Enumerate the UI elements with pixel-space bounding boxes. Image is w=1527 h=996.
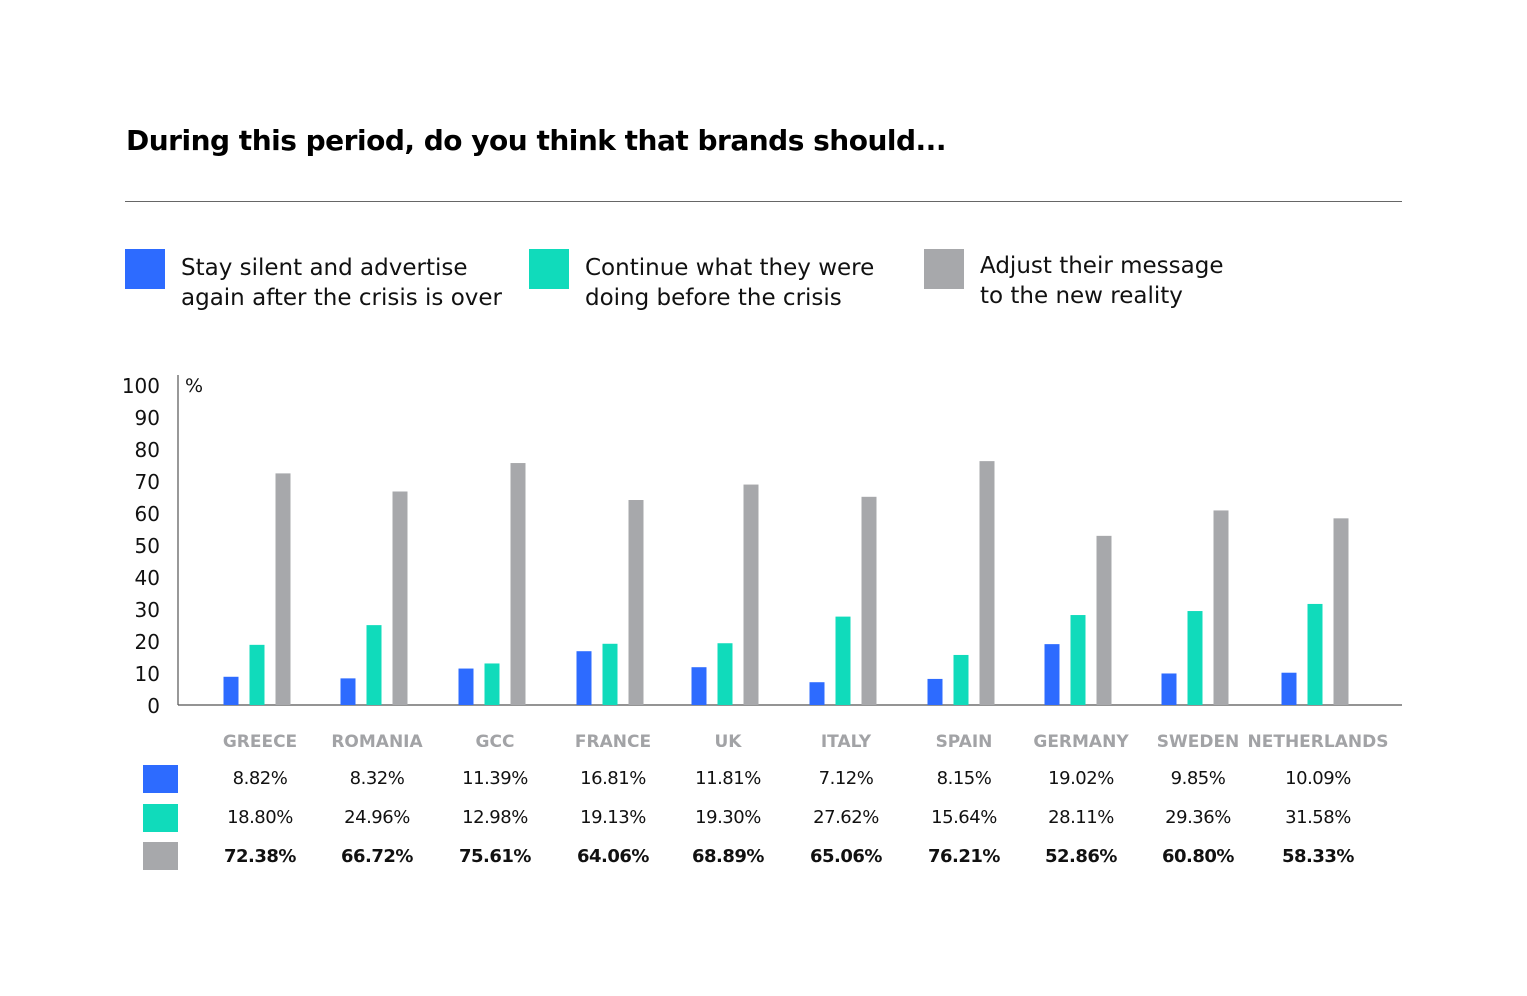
- y-tick-label: 80: [135, 438, 160, 462]
- bar-gcc-series-3: [510, 463, 526, 705]
- data-label-romania-series-3: 66.72%: [341, 846, 413, 867]
- category-label-italy: ITALY: [821, 732, 872, 752]
- data-label-sweden-series-1: 9.85%: [1171, 768, 1226, 789]
- data-label-spain-series-3: 76.21%: [928, 846, 1000, 867]
- data-label-france-series-3: 64.06%: [577, 846, 649, 867]
- category-label-sweden: SWEDEN: [1157, 732, 1240, 752]
- data-label-germany-series-3: 52.86%: [1045, 846, 1117, 867]
- y-tick-label: 10: [135, 662, 160, 686]
- bar-romania-series-3: [392, 491, 408, 705]
- y-tick-label: 100: [122, 374, 160, 398]
- data-label-netherlands-series-2: 31.58%: [1285, 807, 1351, 828]
- table-row-swatch-gray: [143, 842, 178, 870]
- data-label-greece-series-1: 8.82%: [233, 768, 288, 789]
- data-label-romania-series-1: 8.32%: [350, 768, 405, 789]
- legend-item-continue: Continue what they were doing before the…: [529, 249, 874, 313]
- bar-greece-series-1: [223, 676, 239, 705]
- y-tick-label: 50: [135, 534, 160, 558]
- data-label-greece-series-2: 18.80%: [227, 807, 293, 828]
- legend-item-adjust: Adjust their message to the new reality: [924, 249, 1223, 311]
- bar-france-series-3: [628, 500, 644, 705]
- category-label-uk: UK: [715, 732, 743, 752]
- data-label-netherlands-series-3: 58.33%: [1282, 846, 1354, 867]
- y-tick-label: 60: [135, 502, 160, 526]
- category-label-france: FRANCE: [575, 732, 651, 752]
- data-label-italy-series-1: 7.12%: [819, 768, 874, 789]
- data-label-romania-series-2: 24.96%: [344, 807, 410, 828]
- data-label-spain-series-2: 15.64%: [931, 807, 997, 828]
- title-divider: [125, 201, 1402, 202]
- data-label-greece-series-3: 72.38%: [224, 846, 296, 867]
- bar-sweden-series-3: [1213, 510, 1229, 705]
- y-tick-label: 70: [135, 470, 160, 494]
- data-label-sweden-series-3: 60.80%: [1162, 846, 1234, 867]
- bar-greece-series-3: [275, 473, 291, 705]
- data-label-uk-series-3: 68.89%: [692, 846, 764, 867]
- legend-swatch-blue: [125, 249, 165, 289]
- bar-sweden-series-1: [1161, 673, 1177, 705]
- bar-netherlands-series-1: [1281, 672, 1297, 705]
- data-label-uk-series-2: 19.30%: [695, 807, 761, 828]
- category-label-germany: GERMANY: [1033, 732, 1129, 752]
- legend-swatch-teal: [529, 249, 569, 289]
- bar-gcc-series-1: [458, 668, 474, 705]
- data-label-netherlands-series-1: 10.09%: [1285, 768, 1351, 789]
- y-tick-label: 40: [135, 566, 160, 590]
- category-label-netherlands: NETHERLANDS: [1248, 732, 1389, 752]
- bar-germany-series-2: [1070, 615, 1086, 705]
- y-tick-label: 20: [135, 630, 160, 654]
- data-label-italy-series-2: 27.62%: [813, 807, 879, 828]
- data-label-germany-series-2: 28.11%: [1048, 807, 1114, 828]
- legend-item-stay-silent: Stay silent and advertise again after th…: [125, 249, 502, 313]
- bar-greece-series-2: [249, 644, 265, 705]
- y-unit-label: %: [185, 375, 203, 397]
- data-label-italy-series-3: 65.06%: [810, 846, 882, 867]
- bar-italy-series-3: [861, 496, 877, 705]
- chart-title: During this period, do you think that br…: [126, 124, 946, 157]
- bar-france-series-2: [602, 643, 618, 705]
- data-label-france-series-2: 19.13%: [580, 807, 646, 828]
- bar-sweden-series-2: [1187, 611, 1203, 705]
- legend-label: Continue what they were doing before the…: [585, 255, 875, 311]
- y-tick-label: 90: [135, 406, 160, 430]
- data-label-spain-series-1: 8.15%: [937, 768, 992, 789]
- legend-label: Adjust their message to the new reality: [980, 253, 1224, 309]
- data-label-gcc-series-2: 12.98%: [462, 807, 528, 828]
- bar-uk-series-1: [691, 667, 707, 705]
- bar-spain-series-3: [979, 461, 995, 705]
- bar-france-series-1: [576, 651, 592, 705]
- category-label-gcc: GCC: [476, 732, 515, 752]
- category-label-romania: ROMANIA: [331, 732, 423, 752]
- bar-spain-series-2: [953, 654, 969, 705]
- category-label-spain: SPAIN: [936, 732, 993, 752]
- data-label-france-series-1: 16.81%: [580, 768, 646, 789]
- y-tick-label: 0: [147, 694, 160, 718]
- bar-spain-series-1: [927, 678, 943, 705]
- bar-italy-series-2: [835, 616, 851, 705]
- bar-netherlands-series-2: [1307, 603, 1323, 705]
- bar-germany-series-1: [1044, 644, 1060, 705]
- data-label-germany-series-1: 19.02%: [1048, 768, 1114, 789]
- legend-label: Stay silent and advertise again after th…: [181, 255, 502, 311]
- bar-romania-series-2: [366, 625, 382, 705]
- bar-uk-series-3: [743, 484, 759, 705]
- bar-romania-series-1: [340, 678, 356, 705]
- table-row-swatch-teal: [143, 804, 178, 832]
- bar-gcc-series-2: [484, 663, 500, 705]
- data-label-gcc-series-3: 75.61%: [459, 846, 531, 867]
- y-tick-label: 30: [135, 598, 160, 622]
- table-row-swatch-blue: [143, 765, 178, 793]
- category-label-greece: GREECE: [223, 732, 297, 752]
- bar-netherlands-series-3: [1333, 518, 1349, 705]
- bar-germany-series-3: [1096, 535, 1112, 705]
- data-label-uk-series-1: 11.81%: [695, 768, 761, 789]
- data-label-sweden-series-2: 29.36%: [1165, 807, 1231, 828]
- bar-uk-series-2: [717, 643, 733, 705]
- legend-swatch-gray: [924, 249, 964, 289]
- bar-italy-series-1: [809, 682, 825, 705]
- data-label-gcc-series-1: 11.39%: [462, 768, 528, 789]
